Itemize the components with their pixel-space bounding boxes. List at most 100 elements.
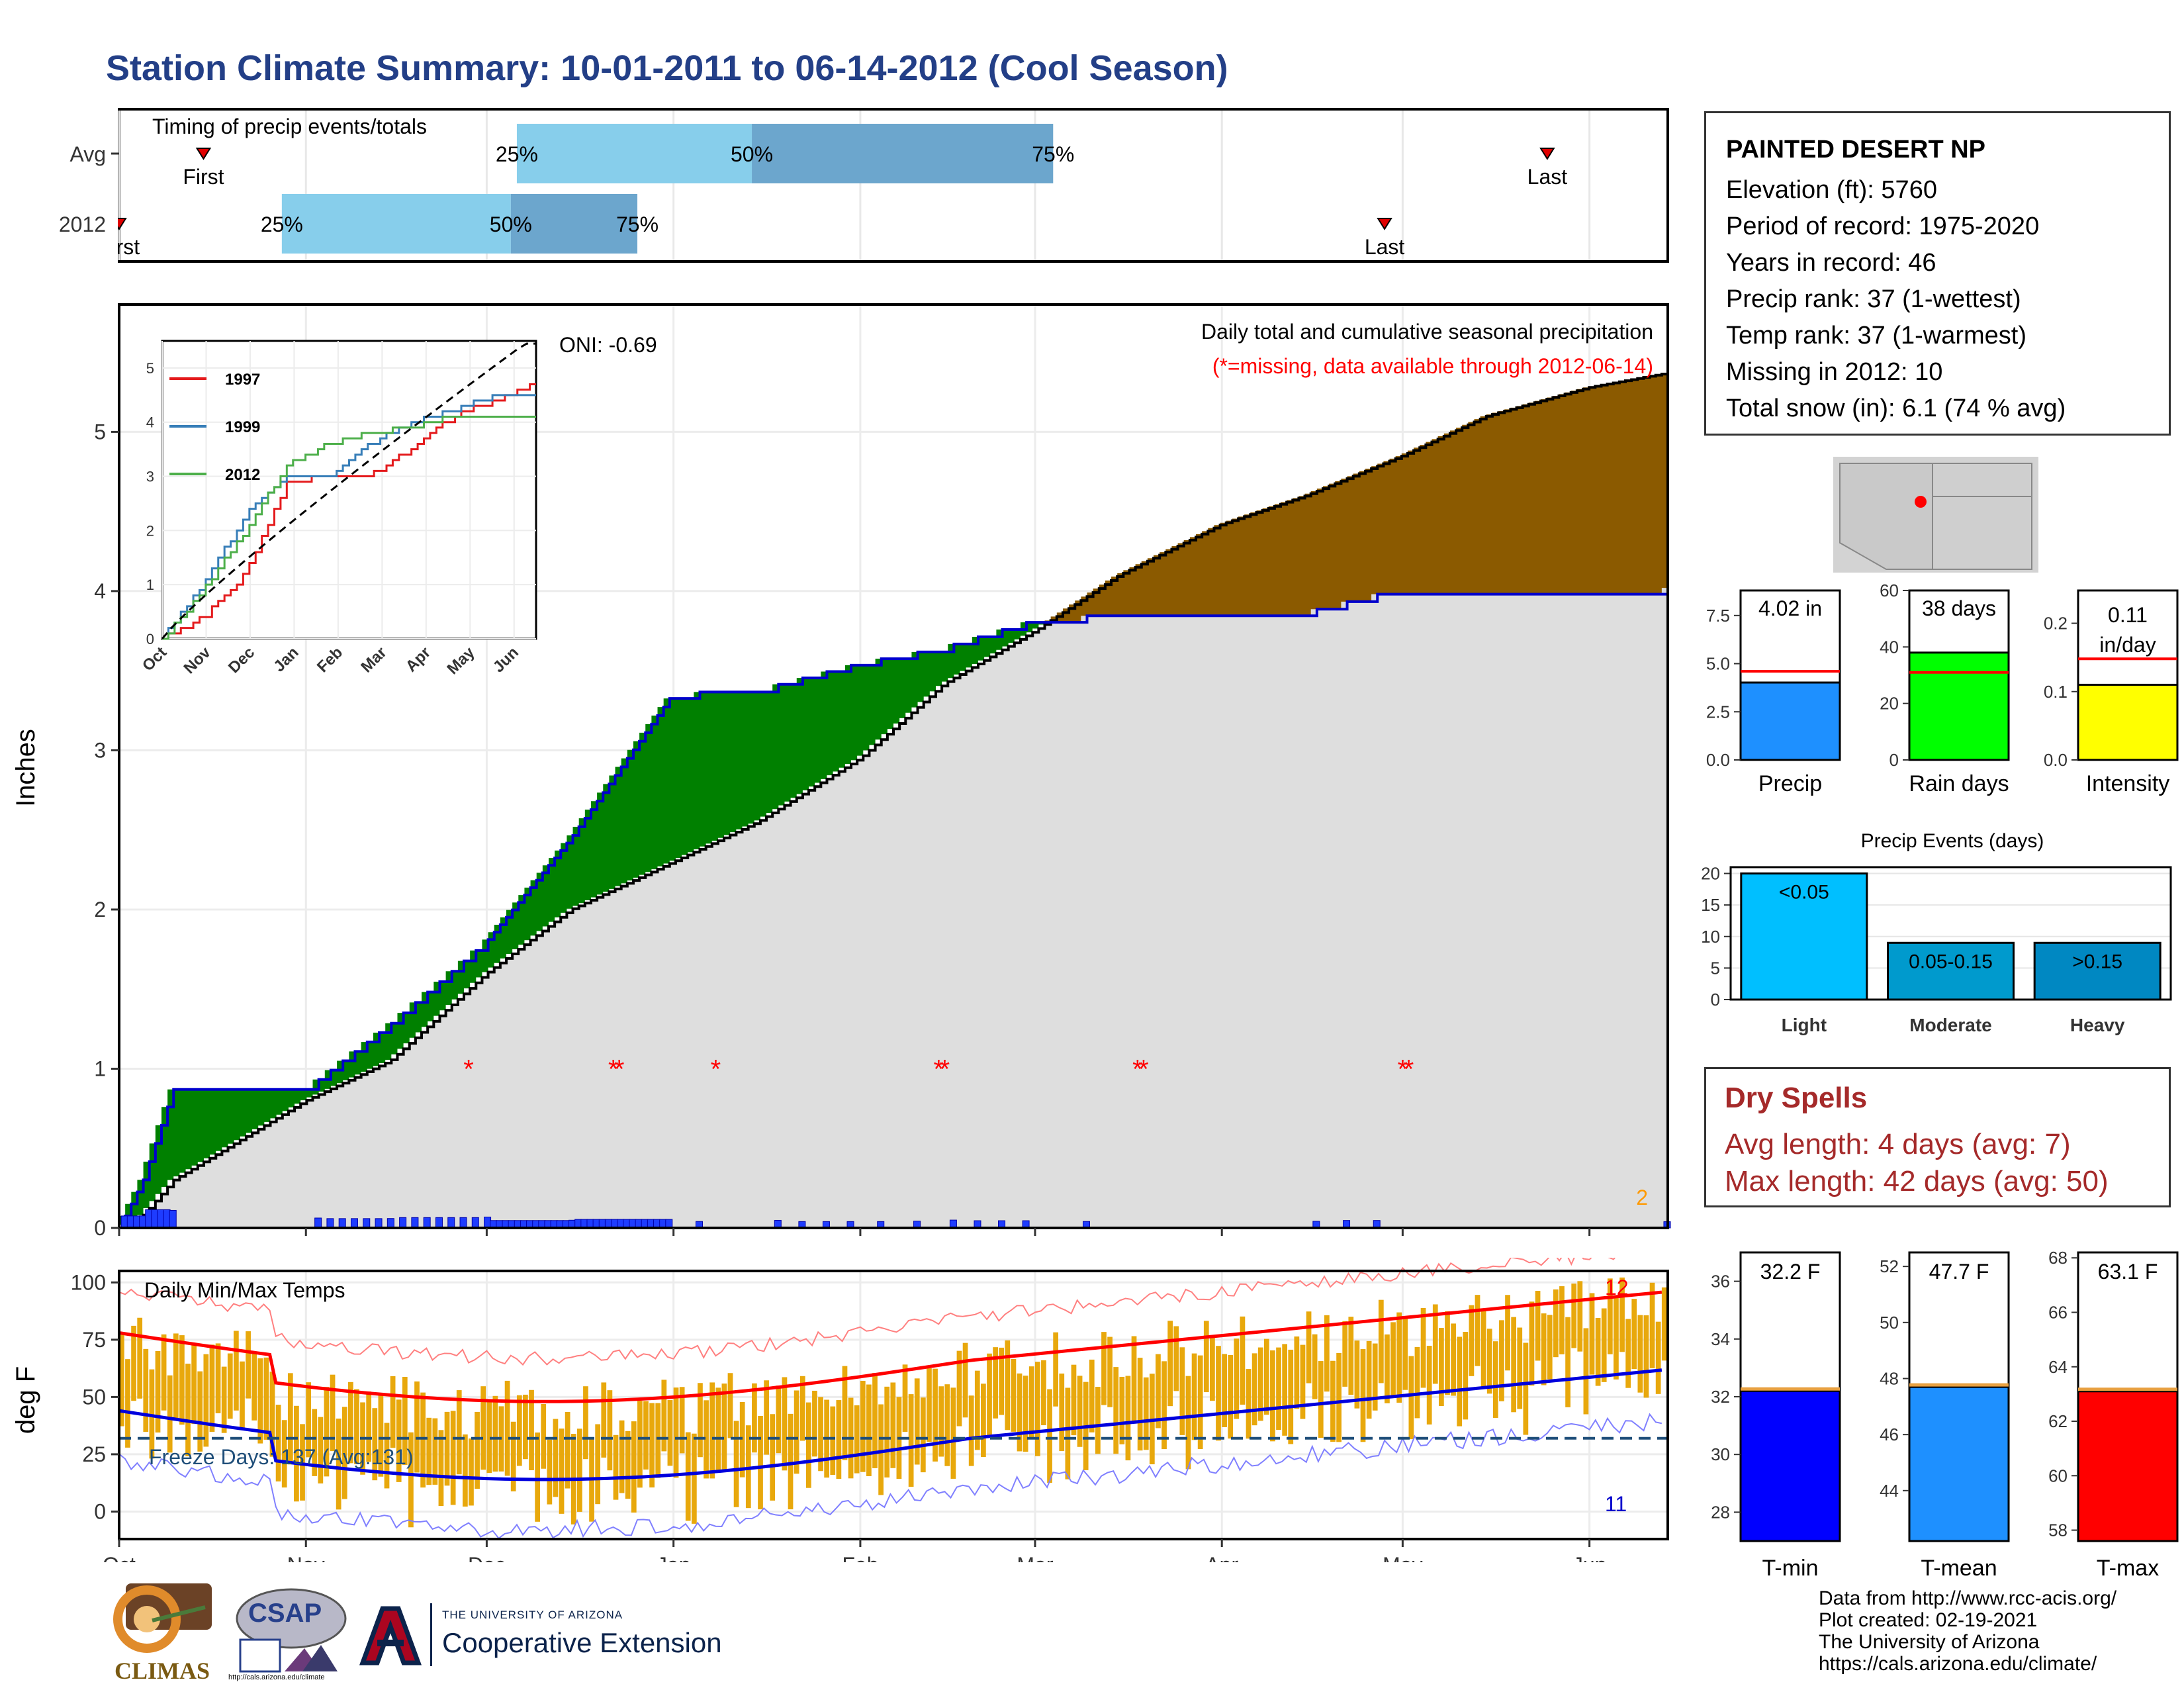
- daily-temp-bar: [420, 1392, 426, 1488]
- daily-precip-bar: [169, 1209, 177, 1229]
- daily-temp-bar: [1625, 1319, 1631, 1388]
- daily-temp-bar: [999, 1347, 1005, 1415]
- daily-temp-bar: [1107, 1336, 1113, 1407]
- temp-bar-tick-label: 48: [1880, 1368, 1899, 1388]
- daily-temp-bar: [962, 1342, 968, 1418]
- missing-marker: *: [1132, 1055, 1143, 1084]
- daily-precip-bar: [157, 1209, 165, 1229]
- daily-temp-bar: [275, 1405, 281, 1481]
- temp-x-tick-label: Nov: [287, 1553, 325, 1562]
- inset-average-line: [161, 342, 536, 639]
- daily-temp-bar: [119, 1333, 124, 1427]
- temp-x-tick-label: Mar: [1017, 1553, 1053, 1562]
- main-subtitle: Daily total and cumulative seasonal prec…: [1201, 320, 1653, 344]
- daily-temp-bar: [950, 1387, 956, 1479]
- cold-days-count: 11: [1605, 1492, 1627, 1516]
- daily-temp-bar: [1216, 1346, 1221, 1441]
- record-min-line: [118, 1413, 1662, 1540]
- daily-temp-bar: [1257, 1347, 1263, 1421]
- daily-temp-bar: [1011, 1358, 1017, 1432]
- events-bar-value: >0.15: [2072, 951, 2122, 972]
- daily-temp-bar: [1614, 1297, 1619, 1380]
- daily-temp-bar: [469, 1438, 474, 1506]
- dry-spells-box: Dry Spells Avg length: 4 days (avg: 7) M…: [1704, 1067, 2171, 1207]
- timing-quantile-label: 50%: [731, 142, 773, 166]
- daily-temp-bar: [233, 1331, 239, 1411]
- temp-bar-value: 32.2 F: [1760, 1260, 1821, 1284]
- missing-marker: *: [608, 1055, 619, 1084]
- mini-bar-label: Rain days: [1909, 771, 2009, 796]
- daily-precip-bar: [459, 1217, 467, 1229]
- daily-precip-bar: [363, 1218, 371, 1229]
- missing-marker: *: [1138, 1055, 1149, 1084]
- daily-temp-bar: [221, 1366, 227, 1433]
- temp-bar-tick-label: 62: [2048, 1411, 2068, 1431]
- daily-temp-bar: [336, 1419, 341, 1510]
- main-y-tick-label: 3: [94, 738, 106, 762]
- daily-temp-bar: [818, 1397, 823, 1472]
- daily-temp-bar: [1649, 1282, 1655, 1368]
- daily-temp-bar: [1210, 1336, 1215, 1401]
- temp-x-tick-label: Jun: [1572, 1553, 1607, 1562]
- daily-temp-bar: [1161, 1361, 1167, 1450]
- inset-y-tick-label: 2: [146, 522, 154, 539]
- station-elevation: Elevation (ft): 5760: [1726, 176, 1937, 204]
- mini-bar-label: Precip: [1758, 771, 1822, 796]
- mini-bar-tick-label: 0.0: [1706, 750, 1730, 770]
- temp-bar-tick-label: 60: [2048, 1466, 2068, 1485]
- daily-temp-bar: [583, 1386, 588, 1460]
- daily-temp-bar: [914, 1378, 920, 1465]
- mini-bar-tick-label: 0.0: [2044, 750, 2068, 770]
- daily-temp-bar: [1288, 1349, 1294, 1444]
- inset-line-1997: [162, 383, 536, 640]
- daily-temp-bar: [287, 1373, 293, 1465]
- daily-temp-bar: [396, 1399, 402, 1482]
- timing-marker-label: Last: [1365, 235, 1405, 259]
- mini-bar-value: 4.02 in: [1758, 596, 1822, 620]
- daily-temp-bar: [438, 1430, 444, 1506]
- daily-temp-bar: [480, 1386, 486, 1470]
- daily-temp-bar: [1095, 1387, 1101, 1454]
- daily-temp-bar: [1486, 1329, 1492, 1394]
- daily-temp-bar: [1222, 1354, 1227, 1427]
- timing-quantile-label: 50%: [490, 212, 532, 236]
- daily-temp-bar: [655, 1403, 661, 1478]
- daily-temp-bar: [782, 1377, 788, 1471]
- daily-temp-bar: [1167, 1321, 1173, 1407]
- daily-temp-bar: [1463, 1332, 1469, 1420]
- main-y-tick-label: 2: [94, 898, 106, 921]
- temp-bar-label: T-max: [2097, 1556, 2159, 1581]
- daily-temp-bar: [547, 1439, 553, 1505]
- main-y-tick-label: 0: [94, 1216, 106, 1240]
- missing-marker: *: [940, 1055, 950, 1084]
- daily-temp-bar: [673, 1387, 679, 1478]
- mini-bar-tick-label: 0: [1889, 750, 1899, 770]
- daily-precip-bar: [139, 1215, 147, 1229]
- timing-bar-25-50: [281, 194, 511, 254]
- cumulative-observed-line: [119, 588, 1669, 1229]
- daily-temp-bar: [1439, 1328, 1444, 1406]
- daily-temp-bar: [974, 1370, 980, 1450]
- temperature-bars: 28 30 32 34 36 32.2 F T-min 44 46 48 50 52 47.7 F T-m…: [1711, 1248, 2179, 1581]
- mini-bar: [1908, 651, 2010, 761]
- daily-temp-bar: [631, 1421, 637, 1513]
- temp-bar: [1739, 1389, 1841, 1542]
- daily-temp-bar: [649, 1403, 655, 1488]
- cumulative-average-line: [119, 373, 1669, 1229]
- daily-temp-bar: [854, 1405, 860, 1474]
- daily-temp-bar: [251, 1353, 257, 1421]
- events-bar: [2033, 941, 2161, 1001]
- daily-temp-bar: [1577, 1281, 1583, 1352]
- inset-y-tick-label: 0: [146, 631, 154, 647]
- mini-bar-tick-label: 40: [1880, 637, 1899, 657]
- daily-temp-bar: [704, 1400, 709, 1479]
- cumulative-below-normal-area: [1044, 373, 1668, 623]
- missing-marker: *: [463, 1055, 474, 1084]
- daily-temp-bar: [318, 1417, 324, 1484]
- daily-temp-bar: [426, 1417, 432, 1485]
- daily-temp-bar: [565, 1411, 570, 1489]
- page-title: Station Climate Summary: 10-01-2011 to 0…: [106, 48, 1228, 88]
- daily-temp-bar: [1571, 1284, 1577, 1348]
- inset-y-tick-label: 3: [146, 469, 154, 485]
